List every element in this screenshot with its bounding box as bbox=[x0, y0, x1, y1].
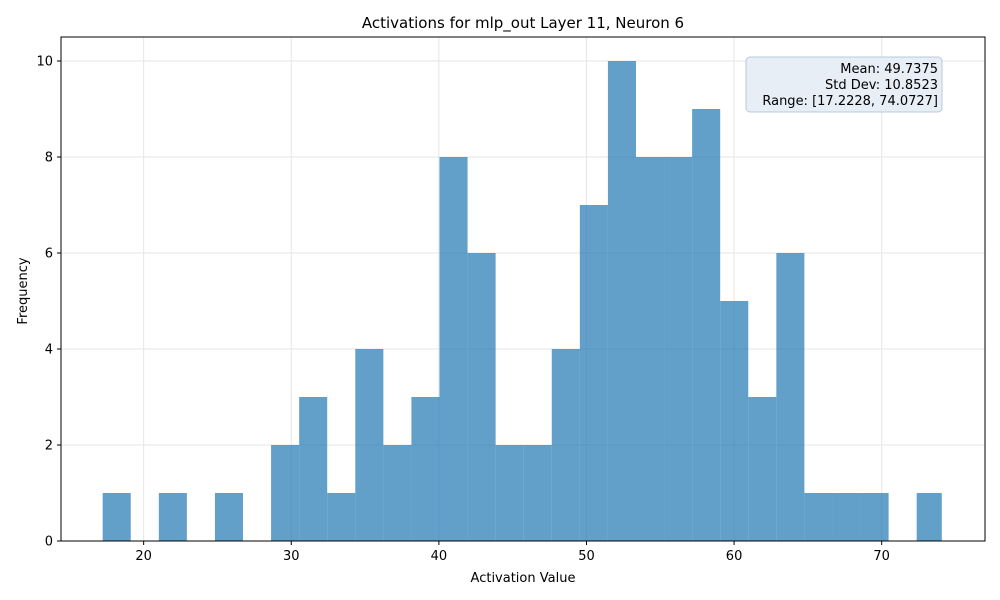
stats-std-dev: Std Dev: 10.8523 bbox=[825, 78, 938, 93]
x-tick-label: 50 bbox=[578, 549, 595, 564]
histogram-bar bbox=[664, 157, 693, 541]
histogram-bar bbox=[271, 445, 300, 541]
x-axis-ticks: 20 30 40 50 60 70 bbox=[135, 541, 890, 564]
histogram-bar bbox=[355, 349, 384, 541]
histogram-bar bbox=[467, 253, 496, 541]
histogram-bar bbox=[832, 493, 861, 541]
stats-range: Range: [17.2228, 74.0727] bbox=[762, 94, 938, 109]
histogram-bar bbox=[748, 397, 777, 541]
histogram-bar bbox=[411, 397, 440, 541]
y-tick-label: 0 bbox=[45, 535, 53, 550]
y-axis-ticks: 0 2 4 6 8 10 bbox=[36, 55, 61, 550]
bars-layer bbox=[102, 61, 942, 541]
histogram-bar bbox=[439, 157, 468, 541]
histogram-bar bbox=[720, 301, 749, 541]
histogram-bar bbox=[804, 493, 833, 541]
x-axis-label: Activation Value bbox=[471, 571, 576, 586]
x-tick-label: 70 bbox=[873, 549, 890, 564]
y-axis-label: Frequency bbox=[16, 257, 31, 324]
x-tick-label: 20 bbox=[135, 549, 152, 564]
histogram-bar bbox=[551, 349, 580, 541]
y-tick-label: 2 bbox=[45, 439, 53, 454]
plot-frame bbox=[60, 36, 986, 542]
y-tick-label: 4 bbox=[45, 343, 53, 358]
histogram-bar bbox=[299, 397, 328, 541]
stats-mean: Mean: 49.7375 bbox=[840, 62, 938, 77]
histogram-bar bbox=[102, 493, 131, 541]
histogram-bar bbox=[327, 493, 356, 541]
histogram-bar bbox=[776, 253, 805, 541]
histogram-bar bbox=[635, 157, 665, 541]
stats-box: Mean: 49.7375 Std Dev: 10.8523 Range: [1… bbox=[745, 56, 943, 113]
x-tick-label: 40 bbox=[431, 549, 448, 564]
histogram-bar bbox=[383, 445, 412, 541]
x-tick-label: 60 bbox=[726, 549, 743, 564]
histogram-bar bbox=[607, 61, 636, 541]
histogram-bar bbox=[579, 205, 608, 541]
stats-box-background bbox=[745, 56, 943, 113]
histogram-bar bbox=[692, 109, 721, 541]
histogram-bar bbox=[158, 493, 187, 541]
x-tick-label: 30 bbox=[283, 549, 300, 564]
y-tick-label: 8 bbox=[45, 151, 53, 166]
y-tick-label: 6 bbox=[45, 247, 53, 262]
histogram-bar bbox=[495, 445, 524, 541]
histogram-bar bbox=[523, 445, 552, 541]
chart-title: Activations for mlp_out Layer 11, Neuron… bbox=[362, 14, 684, 33]
y-tick-label: 10 bbox=[36, 55, 53, 70]
histogram-bar bbox=[214, 493, 244, 541]
histogram-bar bbox=[860, 493, 889, 541]
histogram-bar bbox=[916, 493, 942, 541]
